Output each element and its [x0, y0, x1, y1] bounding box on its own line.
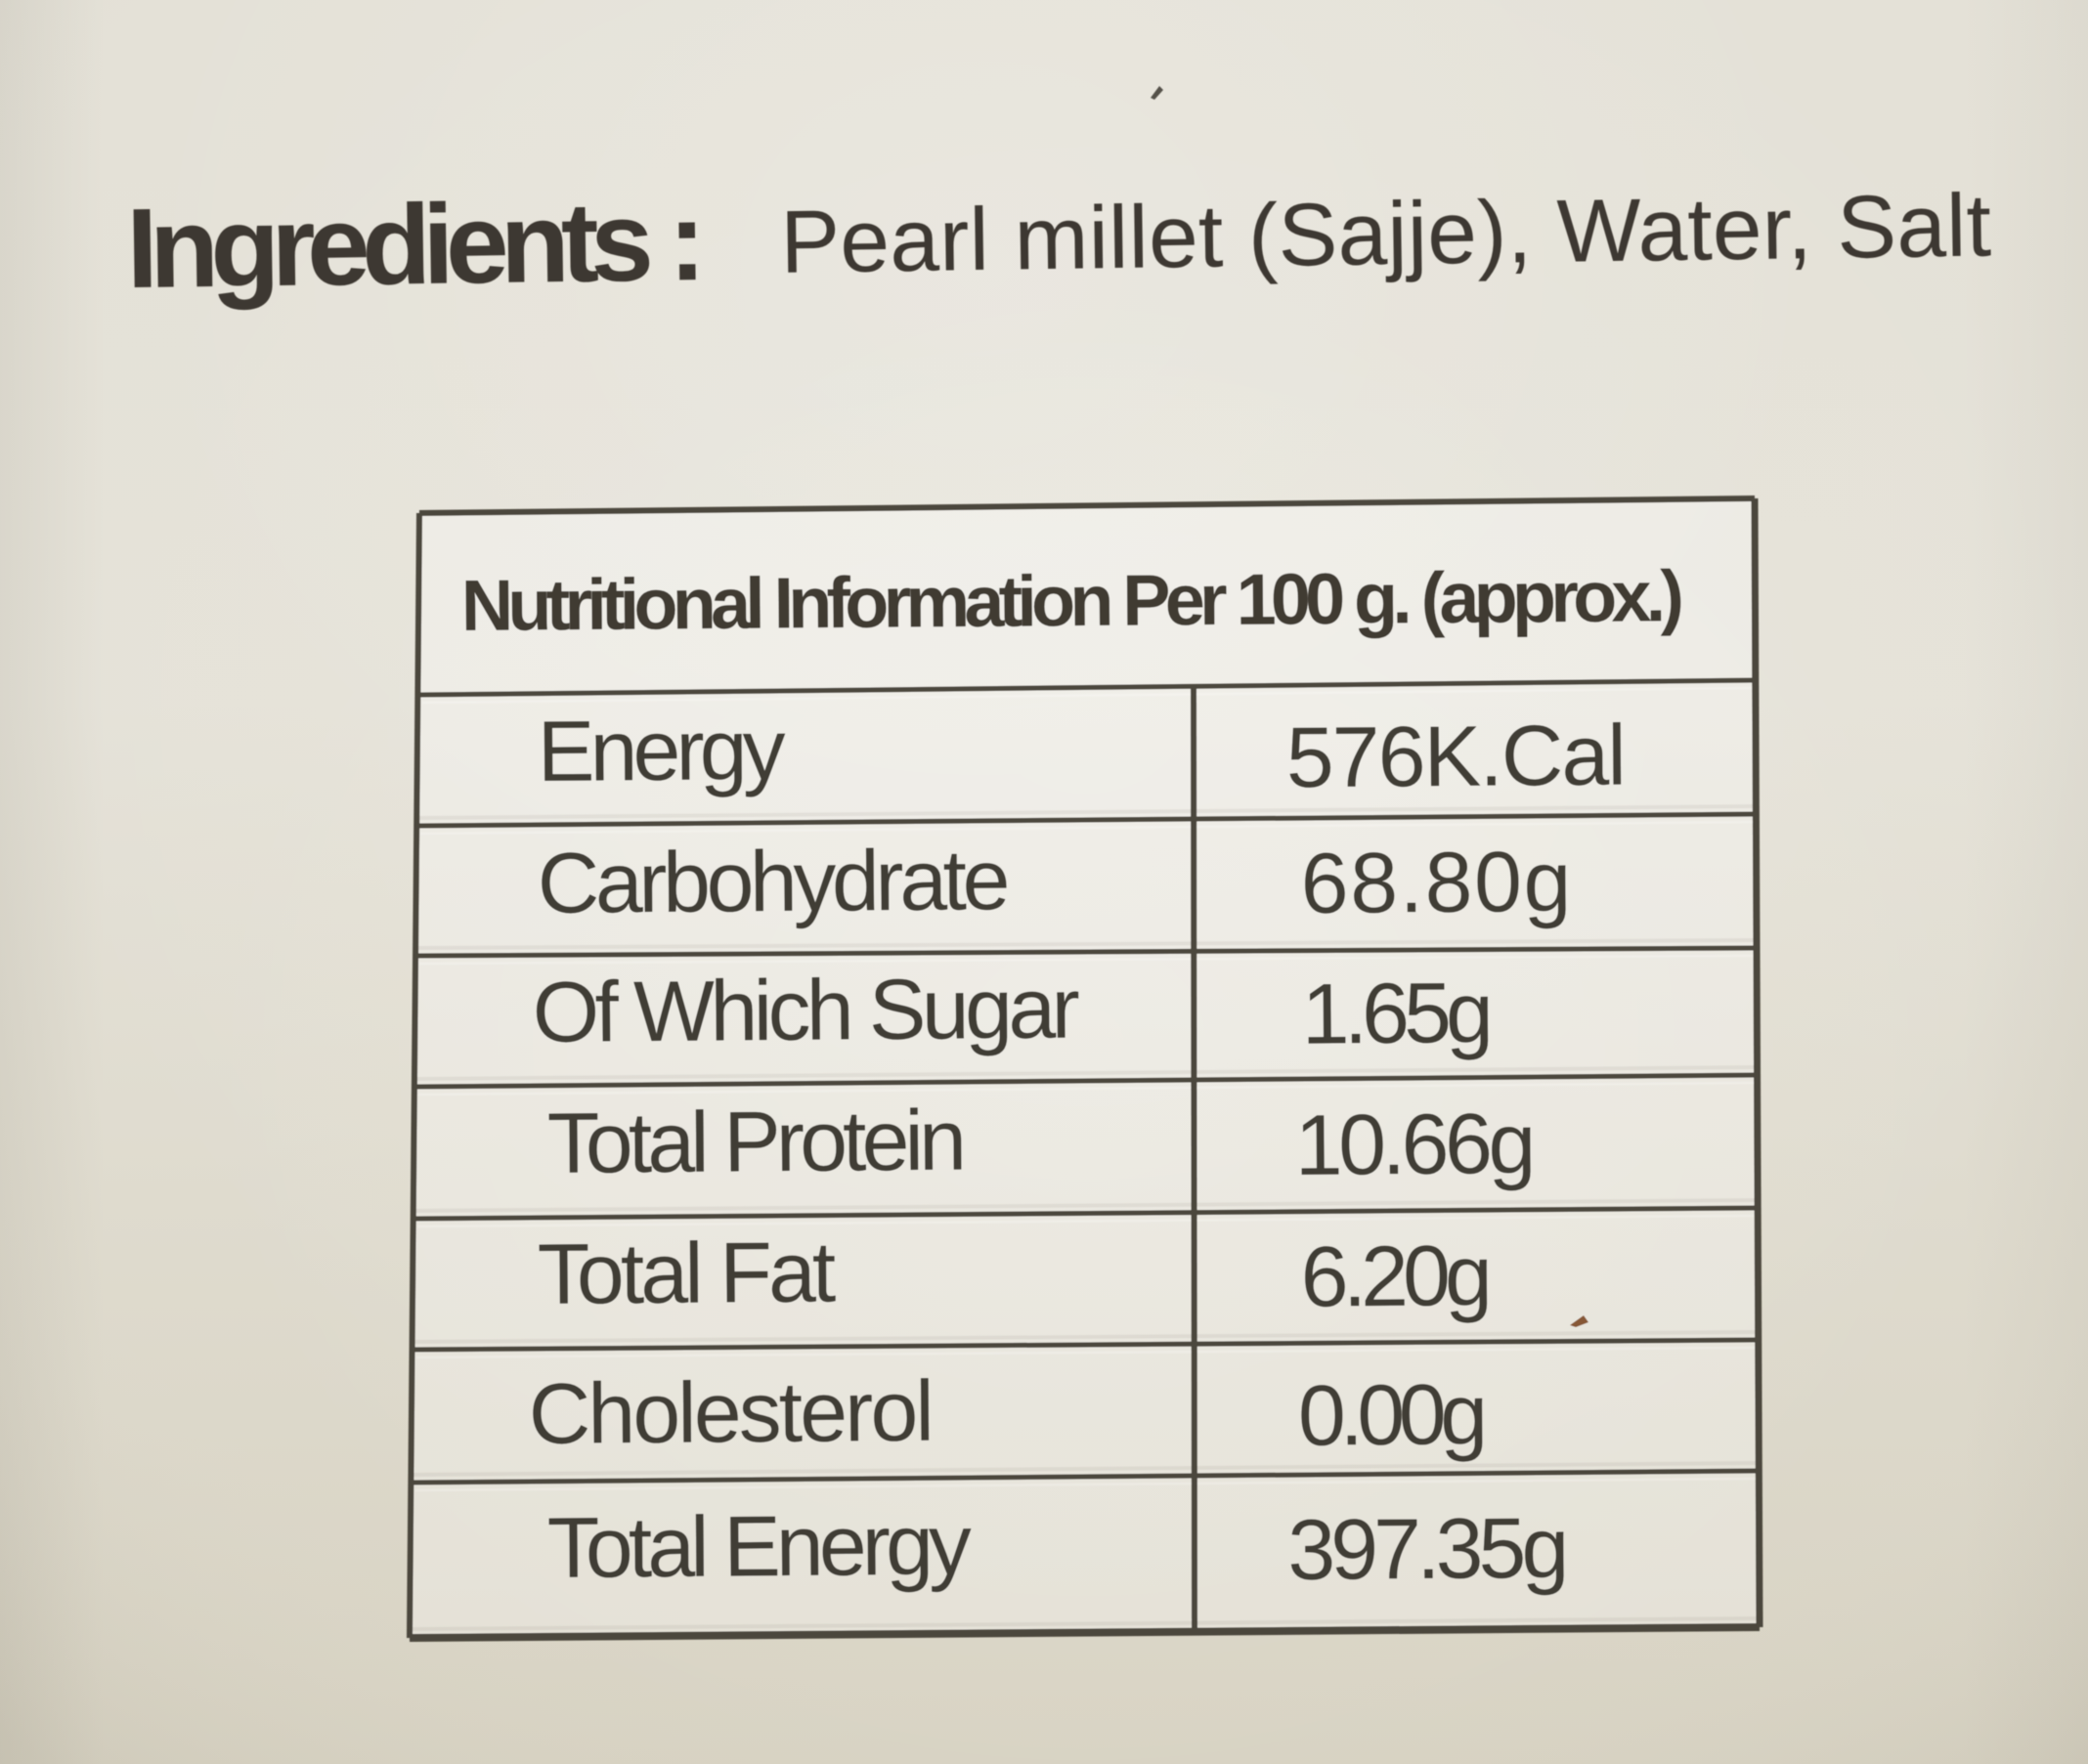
svg-text:Ingredients : Pearl mill: Ingredients : Pearl millet (Sajje), Wate… — [126, 159, 1992, 313]
svg-text:Nutritional Information Per 10: Nutritional Information Per 100 g. (appr… — [460, 555, 1680, 646]
svg-text:397.35g: 397.35g — [1287, 1499, 1565, 1598]
svg-text:6.20g: 6.20g — [1300, 1226, 1488, 1324]
svg-text:68.80g: 68.80g — [1300, 833, 1573, 931]
svg-text:1.65g: 1.65g — [1301, 964, 1489, 1061]
svg-text:Of Which Sugar: Of Which Sugar — [532, 960, 1078, 1060]
svg-text:Total Protein: Total Protein — [546, 1092, 962, 1191]
svg-text:0.00g: 0.00g — [1298, 1365, 1484, 1463]
svg-text:Energy: Energy — [537, 701, 786, 799]
svg-text:Carbohydrate: Carbohydrate — [537, 831, 1008, 931]
svg-text:Total Fat: Total Fat — [537, 1224, 836, 1322]
svg-text:Cholesterol: Cholesterol — [528, 1362, 932, 1462]
svg-text:576K.Cal: 576K.Cal — [1285, 707, 1625, 806]
svg-text:Total Energy: Total Energy — [546, 1496, 972, 1596]
svg-text:10.66g: 10.66g — [1294, 1095, 1532, 1193]
